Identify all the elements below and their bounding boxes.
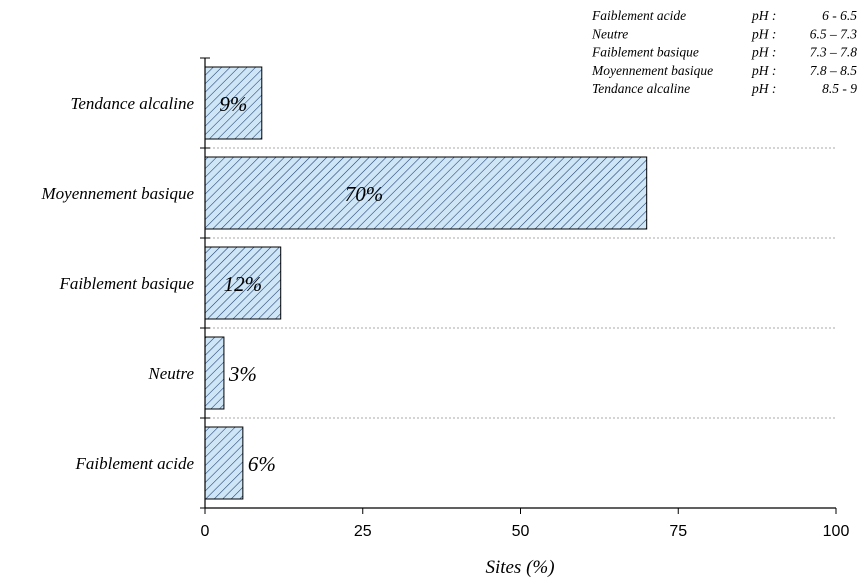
data-label: 3% [228, 362, 257, 386]
legend-name: Neutre [591, 26, 628, 41]
grid-lines [205, 147, 836, 419]
data-label: 12% [224, 272, 263, 296]
data-label: 70% [345, 182, 384, 206]
legend-ph-label: pH : [751, 8, 776, 23]
axes [200, 57, 837, 514]
legend-range: 8.5 - 9 [822, 81, 857, 96]
legend-ph-label: pH : [751, 45, 776, 60]
x-tick-label: 0 [201, 523, 210, 540]
data-label: 6% [248, 452, 276, 476]
legend-ph-label: pH : [751, 63, 776, 78]
bars [204, 66, 648, 500]
legend-name: Moyennement basique [591, 63, 713, 78]
category-label: Neutre [147, 364, 194, 383]
bar [204, 246, 282, 320]
data-labels: 6% 3% 12% 70% 9% [219, 92, 383, 476]
x-tick-label: 50 [512, 523, 530, 540]
legend-range: 7.8 – 8.5 [810, 63, 857, 78]
bar [204, 156, 648, 230]
x-axis-title: Sites (%) [485, 557, 554, 578]
bar [204, 426, 244, 500]
legend-ph-label: pH : [751, 26, 776, 41]
bar [204, 336, 225, 410]
x-tick-label: 75 [669, 523, 687, 540]
ph-legend: Faiblement acide pH : 6 - 6.5 Neutre pH : 6.5… [591, 8, 857, 96]
legend-range: 7.3 – 7.8 [810, 45, 857, 60]
data-label: 9% [219, 92, 247, 116]
category-labels: Faiblement acide Neutre Faiblement basique… [41, 94, 195, 473]
category-label: Moyennement basique [41, 184, 195, 203]
category-label: Faiblement basique [58, 274, 194, 293]
legend-name: Tendance alcaline [592, 81, 690, 96]
x-tick-label: 25 [354, 523, 372, 540]
x-tick-label: 100 [823, 523, 850, 540]
legend-range: 6 - 6.5 [822, 8, 857, 23]
x-tick-labels: 0 25 50 75 100 [201, 523, 850, 540]
legend-name: Faiblement basique [591, 45, 699, 60]
legend-name: Faiblement acide [591, 8, 686, 23]
category-label: Faiblement acide [75, 454, 195, 473]
category-label: Tendance alcaline [70, 94, 194, 113]
legend-range: 6.5 – 7.3 [810, 26, 857, 41]
legend-ph-label: pH : [751, 81, 776, 96]
